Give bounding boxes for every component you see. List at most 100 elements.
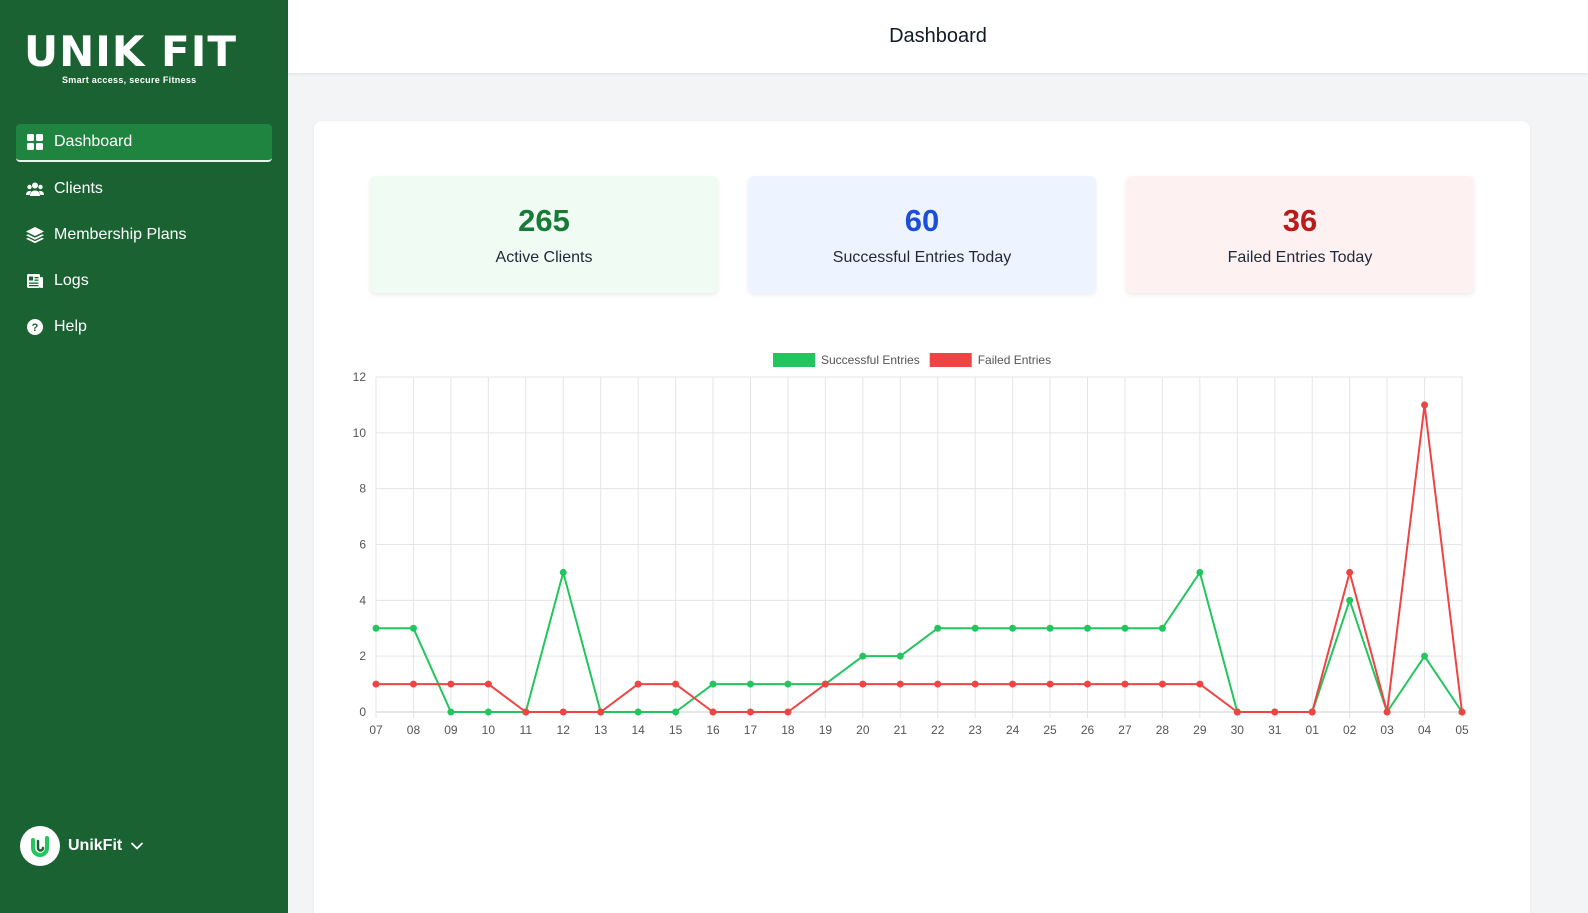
data-point bbox=[1121, 680, 1129, 688]
layers-icon bbox=[26, 226, 44, 244]
data-point bbox=[1346, 568, 1354, 576]
x-tick-label: 17 bbox=[744, 723, 758, 737]
data-point bbox=[484, 708, 492, 716]
x-tick-label: 07 bbox=[369, 723, 383, 737]
data-point bbox=[821, 680, 829, 688]
x-tick-label: 19 bbox=[819, 723, 833, 737]
x-tick-label: 29 bbox=[1193, 723, 1207, 737]
data-point bbox=[1084, 624, 1092, 632]
data-point bbox=[372, 680, 380, 688]
dashboard-card: 265 Active Clients 60 Successful Entries… bbox=[314, 121, 1530, 913]
sidebar-item-clients[interactable]: Clients bbox=[16, 170, 272, 208]
legend-swatch bbox=[929, 353, 972, 367]
legend-swatch bbox=[773, 353, 815, 367]
data-point bbox=[447, 708, 455, 716]
sidebar: UNIK FIT Smart access, secure Fitness Da… bbox=[0, 0, 288, 913]
sidebar-item-label: Clients bbox=[54, 180, 103, 197]
sidebar-nav: Dashboard Clients Membership Plans Logs … bbox=[16, 124, 272, 354]
sidebar-item-label: Dashboard bbox=[54, 133, 133, 150]
x-tick-label: 08 bbox=[407, 723, 421, 737]
data-point bbox=[559, 708, 567, 716]
data-point bbox=[559, 568, 567, 576]
entries-chart: 0 2 4 6 8 10 12 07 08 09 10 11 12 13 14 15 16 17 18 19 20 21 2… bbox=[336, 348, 1496, 748]
x-tick-label: 14 bbox=[631, 723, 645, 737]
sidebar-item-membership-plans[interactable]: Membership Plans bbox=[16, 216, 272, 254]
sidebar-item-logs[interactable]: Logs bbox=[16, 262, 272, 300]
data-point bbox=[1421, 652, 1429, 660]
x-tick-label: 03 bbox=[1380, 723, 1394, 737]
help-icon: ? bbox=[26, 318, 44, 336]
stat-label: Active Clients bbox=[495, 248, 593, 266]
x-tick-label: 01 bbox=[1306, 723, 1320, 737]
data-point bbox=[409, 680, 417, 688]
x-tick-label: 25 bbox=[1043, 723, 1057, 737]
stat-label: Successful Entries Today bbox=[832, 248, 1012, 266]
stat-label: Failed Entries Today bbox=[1227, 248, 1373, 266]
data-point bbox=[634, 708, 642, 716]
data-point bbox=[447, 680, 455, 688]
data-point bbox=[672, 680, 680, 688]
data-point bbox=[1046, 680, 1054, 688]
x-tick-label: 24 bbox=[1006, 723, 1020, 737]
data-point bbox=[1009, 624, 1017, 632]
x-tick-label: 11 bbox=[520, 723, 533, 737]
data-point bbox=[1158, 680, 1166, 688]
series-line bbox=[376, 403, 1463, 713]
data-point bbox=[934, 624, 942, 632]
x-tick-label: 20 bbox=[856, 723, 870, 737]
stat-value: 36 bbox=[1282, 202, 1318, 238]
data-point bbox=[672, 708, 680, 716]
x-tick-label: 02 bbox=[1343, 723, 1357, 737]
x-tick-label: 09 bbox=[444, 723, 458, 737]
data-point bbox=[1196, 680, 1204, 688]
data-point bbox=[634, 680, 642, 688]
y-tick-label: 4 bbox=[359, 593, 366, 607]
stat-card-failed-entries: 36 Failed Entries Today bbox=[1126, 176, 1474, 293]
x-tick-label: 15 bbox=[669, 723, 683, 737]
data-point bbox=[1383, 708, 1391, 716]
data-point bbox=[372, 624, 380, 632]
data-point bbox=[522, 708, 530, 716]
sidebar-item-label: Help bbox=[54, 318, 87, 335]
sidebar-item-dashboard[interactable]: Dashboard bbox=[16, 124, 272, 162]
x-tick-label: 21 bbox=[894, 723, 908, 737]
x-tick-label: 04 bbox=[1418, 723, 1432, 737]
grid-icon bbox=[26, 133, 44, 151]
x-tick-label: 28 bbox=[1156, 723, 1170, 737]
user-name: UnikFit bbox=[68, 837, 123, 854]
legend-label: Successful Entries bbox=[821, 353, 920, 367]
stat-value: 60 bbox=[904, 202, 940, 238]
data-point bbox=[1458, 708, 1466, 716]
data-point bbox=[784, 680, 792, 688]
x-tick-label: 30 bbox=[1231, 723, 1245, 737]
data-point bbox=[409, 624, 417, 632]
data-point bbox=[709, 708, 717, 716]
user-menu[interactable]: UnikFit bbox=[20, 826, 144, 866]
sidebar-item-help[interactable]: ? Help bbox=[16, 308, 272, 346]
x-tick-label: 27 bbox=[1118, 723, 1132, 737]
stat-card-active-clients: 265 Active Clients bbox=[370, 176, 718, 293]
data-point bbox=[859, 652, 867, 660]
data-point bbox=[1271, 708, 1279, 716]
data-point bbox=[1121, 624, 1129, 632]
sidebar-item-label: Logs bbox=[54, 272, 89, 289]
data-point bbox=[1196, 568, 1204, 576]
y-tick-label: 2 bbox=[359, 649, 366, 663]
data-point bbox=[1009, 680, 1017, 688]
data-point bbox=[1233, 708, 1241, 716]
x-tick-label: 26 bbox=[1081, 723, 1095, 737]
data-point bbox=[896, 680, 904, 688]
stat-card-successful-entries: 60 Successful Entries Today bbox=[748, 176, 1096, 293]
data-point bbox=[934, 680, 942, 688]
logs-icon bbox=[26, 272, 44, 290]
y-tick-label: 10 bbox=[353, 426, 367, 440]
data-point bbox=[1084, 680, 1092, 688]
y-tick-label: 6 bbox=[359, 538, 366, 552]
data-point bbox=[1346, 596, 1354, 604]
brand-logo[interactable]: UNIK FIT Smart access, secure Fitness bbox=[24, 28, 244, 88]
series-line bbox=[376, 571, 1463, 713]
x-tick-label: 18 bbox=[781, 723, 795, 737]
sidebar-item-label: Membership Plans bbox=[54, 226, 187, 243]
x-tick-label: 12 bbox=[557, 723, 571, 737]
